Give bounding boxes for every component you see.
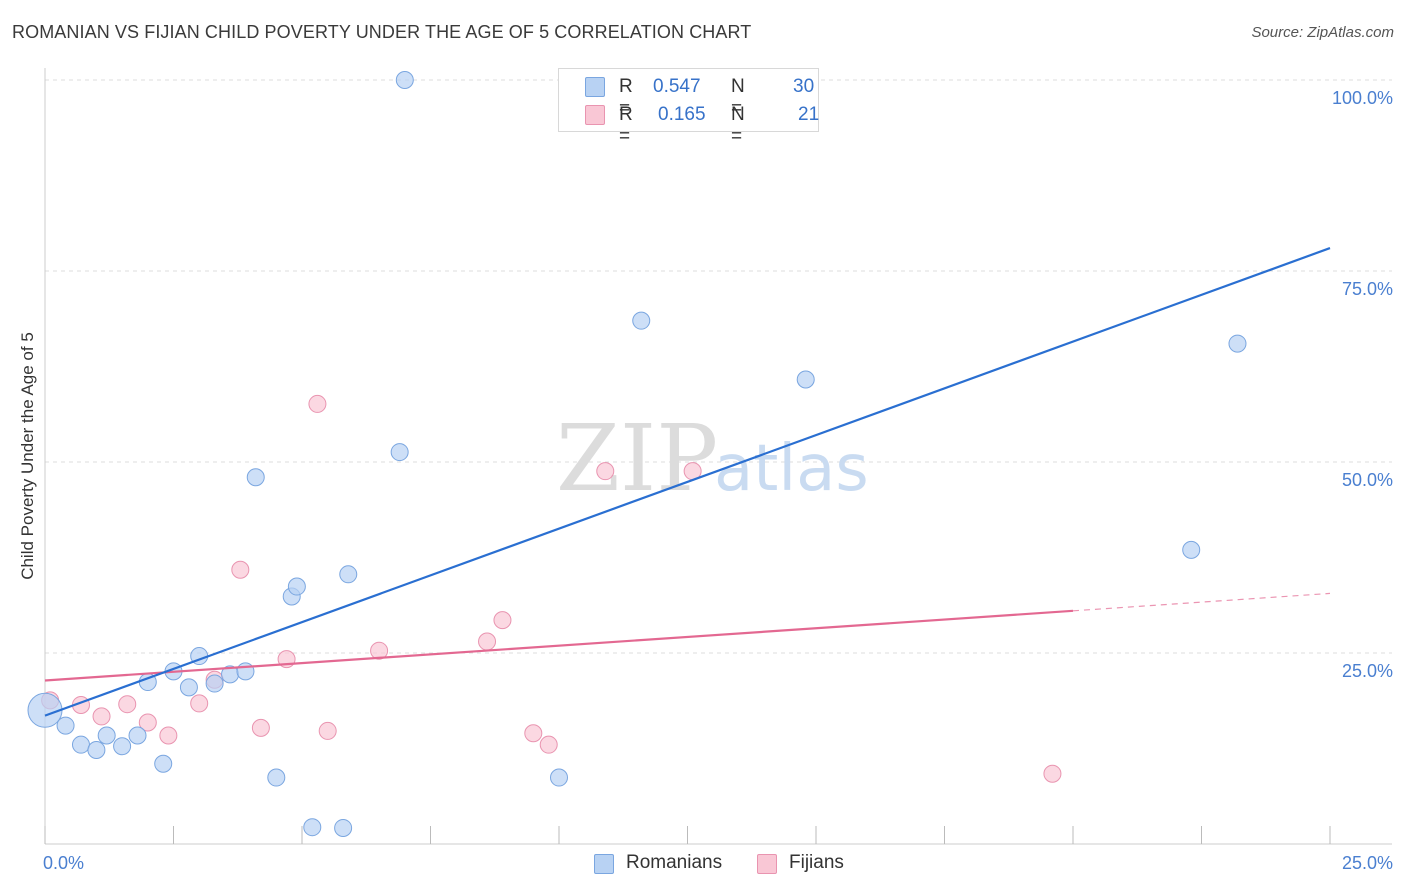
romanians-points <box>27 71 1247 837</box>
romanians-point <box>56 716 75 735</box>
fijians-trend-line <box>44 609 1074 682</box>
romanians-n-label: N = <box>731 76 745 119</box>
romanians-point <box>267 768 286 787</box>
romanians-point <box>390 443 409 462</box>
fijians-point <box>1043 764 1062 783</box>
romanians-point <box>339 565 358 584</box>
romanians-point <box>1228 334 1247 353</box>
romanians-point <box>1182 540 1201 559</box>
romanians-point <box>246 468 265 487</box>
romanians-point <box>205 674 224 693</box>
fijians-n-value: 21 <box>798 104 820 125</box>
fijians-points <box>41 394 1062 783</box>
fijians-point <box>478 632 497 651</box>
romanians-point <box>154 754 173 773</box>
romanians-point <box>128 726 147 745</box>
fijians-point <box>308 394 327 413</box>
fijians-point <box>118 695 137 714</box>
gridlines <box>45 79 1392 654</box>
romanians-trend-line <box>44 247 1331 717</box>
romanians-point <box>303 818 322 837</box>
chart-title: ROMANIAN VS FIJIAN CHILD POVERTY UNDER T… <box>12 22 752 42</box>
romanians-point <box>236 662 255 681</box>
fijians-r-label: R = <box>619 104 633 147</box>
fijians-point <box>524 724 543 743</box>
x-tick-label-max: 25.0% <box>1342 853 1393 873</box>
fijians-point <box>493 611 512 630</box>
romanians-point <box>87 741 106 760</box>
bottom-fijians-label: Fijians <box>789 852 844 873</box>
romanians-point <box>796 370 815 389</box>
bottom-romanians-swatch <box>594 854 614 874</box>
y-tick-label-75: 75.0% <box>1342 279 1393 299</box>
fijians-r-value: 0.165 <box>658 104 706 125</box>
fijians-point <box>539 735 558 754</box>
romanians-swatch <box>585 77 605 97</box>
romanians-point <box>179 678 198 697</box>
romanians-point <box>395 71 414 89</box>
y-tick-label-50: 50.0% <box>1342 470 1393 490</box>
fijians-point <box>370 641 389 660</box>
fijians-point <box>92 707 111 726</box>
romanians-point <box>287 577 306 596</box>
fijians-point <box>138 713 157 732</box>
romanians-point <box>71 735 90 754</box>
watermark-zip: ZIP <box>556 405 718 512</box>
romanians-r-value: 0.547 <box>653 76 701 97</box>
stats-legend: R = 0.547 N = 30 R = 0.165 N = 21 <box>558 68 820 147</box>
bottom-fijians-swatch <box>757 854 777 874</box>
source-label: Source: ZipAtlas.com <box>1251 24 1394 41</box>
fijians-point <box>190 694 209 713</box>
fijians-point <box>251 718 270 737</box>
x-tick-label-min: 0.0% <box>43 853 84 873</box>
fijians-point <box>231 560 250 579</box>
romanians-point <box>97 726 116 745</box>
romanians-point <box>550 768 568 787</box>
tick-labels: 25.0% 50.0% 75.0% 100.0% 0.0% 25.0% <box>43 88 1393 873</box>
fijians-swatch <box>585 105 605 125</box>
watermark: ZIP atlas <box>556 405 869 512</box>
bottom-romanians-label: Romanians <box>626 852 723 873</box>
romanians-point <box>113 737 132 756</box>
romanians-n-value: 30 <box>793 76 815 97</box>
fijians-n-label: N = <box>731 104 745 147</box>
y-tick-label-100: 100.0% <box>1332 88 1393 108</box>
fijians-point <box>318 721 337 740</box>
fijians-trend-extension <box>1072 592 1331 612</box>
trend-lines <box>44 247 1331 717</box>
romanians-point <box>334 818 353 837</box>
romanians-point <box>632 311 651 330</box>
fijians-point <box>596 462 615 481</box>
romanians-r-label: R = <box>619 76 633 119</box>
y-tick-label-25: 25.0% <box>1342 661 1393 681</box>
fijians-point <box>159 726 178 745</box>
